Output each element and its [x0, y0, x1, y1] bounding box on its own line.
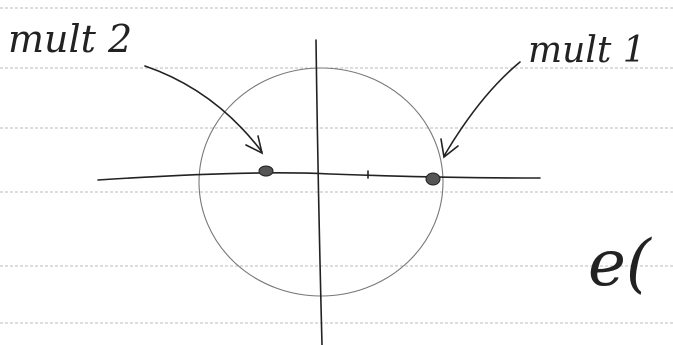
label: mult 2: [8, 17, 132, 61]
root-dot: [259, 166, 273, 176]
root-dot: [426, 173, 440, 185]
label: mult 1: [528, 30, 646, 71]
arrow-head: [246, 136, 262, 153]
arrow: [444, 62, 520, 156]
page: mult 2 mult 1 e( (() => { const data = J…: [0, 0, 673, 345]
sketch: mult 2 mult 1 e(: [0, 0, 673, 345]
label: e(: [588, 227, 653, 301]
arrow: [145, 66, 262, 152]
unit-circle: [199, 68, 443, 296]
